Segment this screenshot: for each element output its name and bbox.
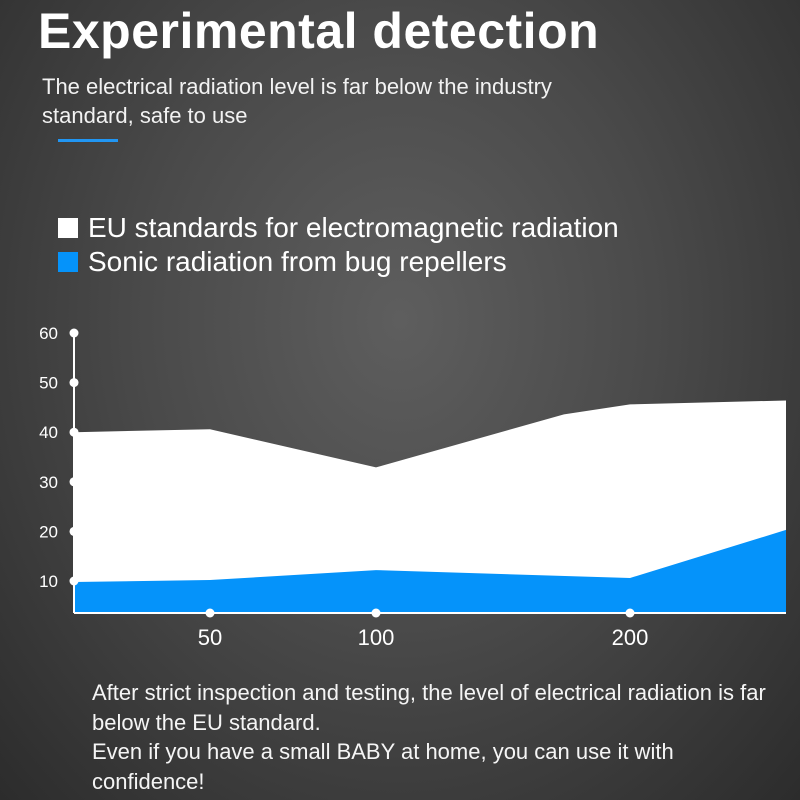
accent-underline: [58, 139, 118, 142]
y-tick-dot: [69, 477, 79, 487]
x-tick-label: 200: [612, 625, 649, 650]
y-tick-dot: [69, 576, 79, 586]
x-tick-dot: [625, 608, 635, 618]
legend-swatch-blue: [58, 252, 78, 272]
x-tick-dot: [371, 608, 381, 618]
area-series-1: [74, 529, 786, 613]
x-tick-dot: [205, 608, 215, 618]
footer-text: After strict inspection and testing, the…: [92, 678, 772, 796]
legend-label: Sonic radiation from bug repellers: [88, 246, 507, 277]
legend-swatch-white: [58, 218, 78, 238]
y-tick-dot: [69, 427, 79, 437]
footer-line: After strict inspection and testing, the…: [92, 680, 766, 735]
y-tick-label: 50: [39, 374, 58, 393]
legend-label: EU standards for electromagnetic radiati…: [88, 212, 619, 243]
y-tick-label: 40: [39, 423, 58, 442]
page-title: Experimental detection: [38, 3, 600, 59]
x-tick-label: 50: [198, 625, 222, 650]
x-tick-label: 100: [358, 625, 395, 650]
area-series-0: [74, 400, 786, 613]
footer-line: Even if you have a small BABY at home, y…: [92, 739, 674, 794]
legend-item-eu: EU standards for electromagnetic radiati…: [58, 212, 619, 244]
y-tick-label: 30: [39, 473, 58, 492]
y-tick-dot: [69, 378, 79, 388]
y-tick-label: 10: [39, 572, 58, 591]
y-tick-dot: [69, 328, 79, 338]
y-tick-dot: [69, 526, 79, 536]
y-tick-label: 20: [39, 522, 58, 541]
y-tick-label: 60: [39, 324, 58, 343]
legend-item-sonic: Sonic radiation from bug repellers: [58, 246, 507, 278]
subtitle: The electrical radiation level is far be…: [42, 74, 552, 128]
